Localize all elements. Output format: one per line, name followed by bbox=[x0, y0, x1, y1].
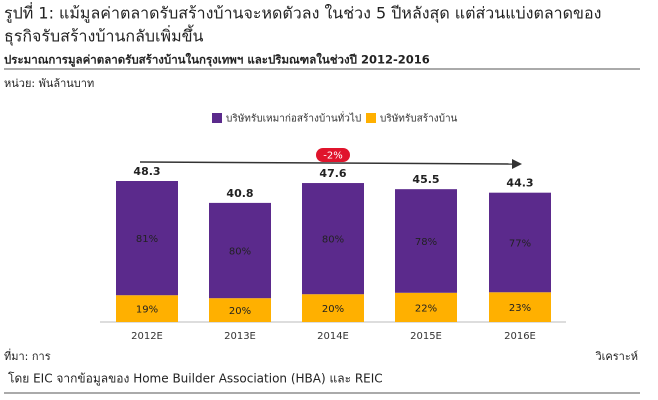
bar-segment bbox=[489, 292, 551, 322]
chart-title: รูปที่ 1: แม้มูลค่าตลาดรับสร้างบ้านจะหดต… bbox=[4, 2, 601, 24]
data-label: 22% bbox=[415, 303, 437, 314]
chart-subtitle: ประมาณการมูลค่าตลาดรับสร้างบ้านในกรุงเทพ… bbox=[4, 53, 430, 68]
bar-segment bbox=[116, 181, 178, 296]
annotation-badge bbox=[316, 148, 350, 162]
x-tick-label: 2014E bbox=[317, 331, 349, 342]
data-label: 19% bbox=[136, 305, 158, 316]
source: วิเคราะห์ bbox=[595, 350, 638, 363]
bar-segment bbox=[395, 189, 457, 293]
legend-swatch bbox=[212, 113, 222, 123]
source: โดย EIC จากข้อมูลของ Home Builder Associ… bbox=[8, 372, 383, 387]
bar-segment bbox=[116, 295, 178, 322]
x-tick-label: 2012E bbox=[131, 331, 163, 342]
x-tick-label: 2015E bbox=[410, 331, 442, 342]
data-label: 20% bbox=[322, 304, 344, 315]
data-label: 77% bbox=[509, 238, 531, 249]
data-label: 23% bbox=[509, 303, 531, 314]
total-label: 45.5 bbox=[412, 173, 439, 186]
legend-label: บริษัทรับเหมาก่อสร้างบ้านทั่วไป bbox=[226, 111, 361, 125]
data-label: 20% bbox=[229, 306, 251, 317]
legend-swatch bbox=[366, 113, 376, 123]
total-label: 48.3 bbox=[133, 165, 160, 178]
bar-segment bbox=[209, 202, 271, 299]
bar-segment bbox=[395, 292, 457, 322]
data-label: 80% bbox=[322, 235, 344, 246]
data-label: 81% bbox=[136, 234, 158, 245]
unit-label: หน่วย: พันล้านบาท bbox=[4, 77, 94, 90]
annotation: -2% bbox=[323, 151, 342, 162]
arrow-head bbox=[512, 159, 522, 169]
bar-segment bbox=[489, 192, 551, 293]
total-label: 47.6 bbox=[319, 167, 346, 180]
data-label: 78% bbox=[415, 237, 437, 248]
x-tick-label: 2013E bbox=[224, 331, 256, 342]
chart-title: ธุรกิจรับสร้างบ้านกลับเพิ่มขึ้น bbox=[4, 25, 204, 47]
legend-label: บริษัทรับสร้างบ้าน bbox=[380, 113, 458, 125]
total-label: 44.3 bbox=[506, 177, 533, 190]
source: ที่มา: การ bbox=[4, 348, 51, 363]
total-label: 40.8 bbox=[226, 187, 253, 200]
bar-segment bbox=[302, 294, 364, 322]
bar-segment bbox=[302, 183, 364, 295]
bar-segment bbox=[209, 298, 271, 322]
trend-arrow bbox=[139, 161, 517, 165]
data-label: 80% bbox=[229, 247, 251, 258]
x-tick-label: 2016E bbox=[504, 331, 536, 342]
